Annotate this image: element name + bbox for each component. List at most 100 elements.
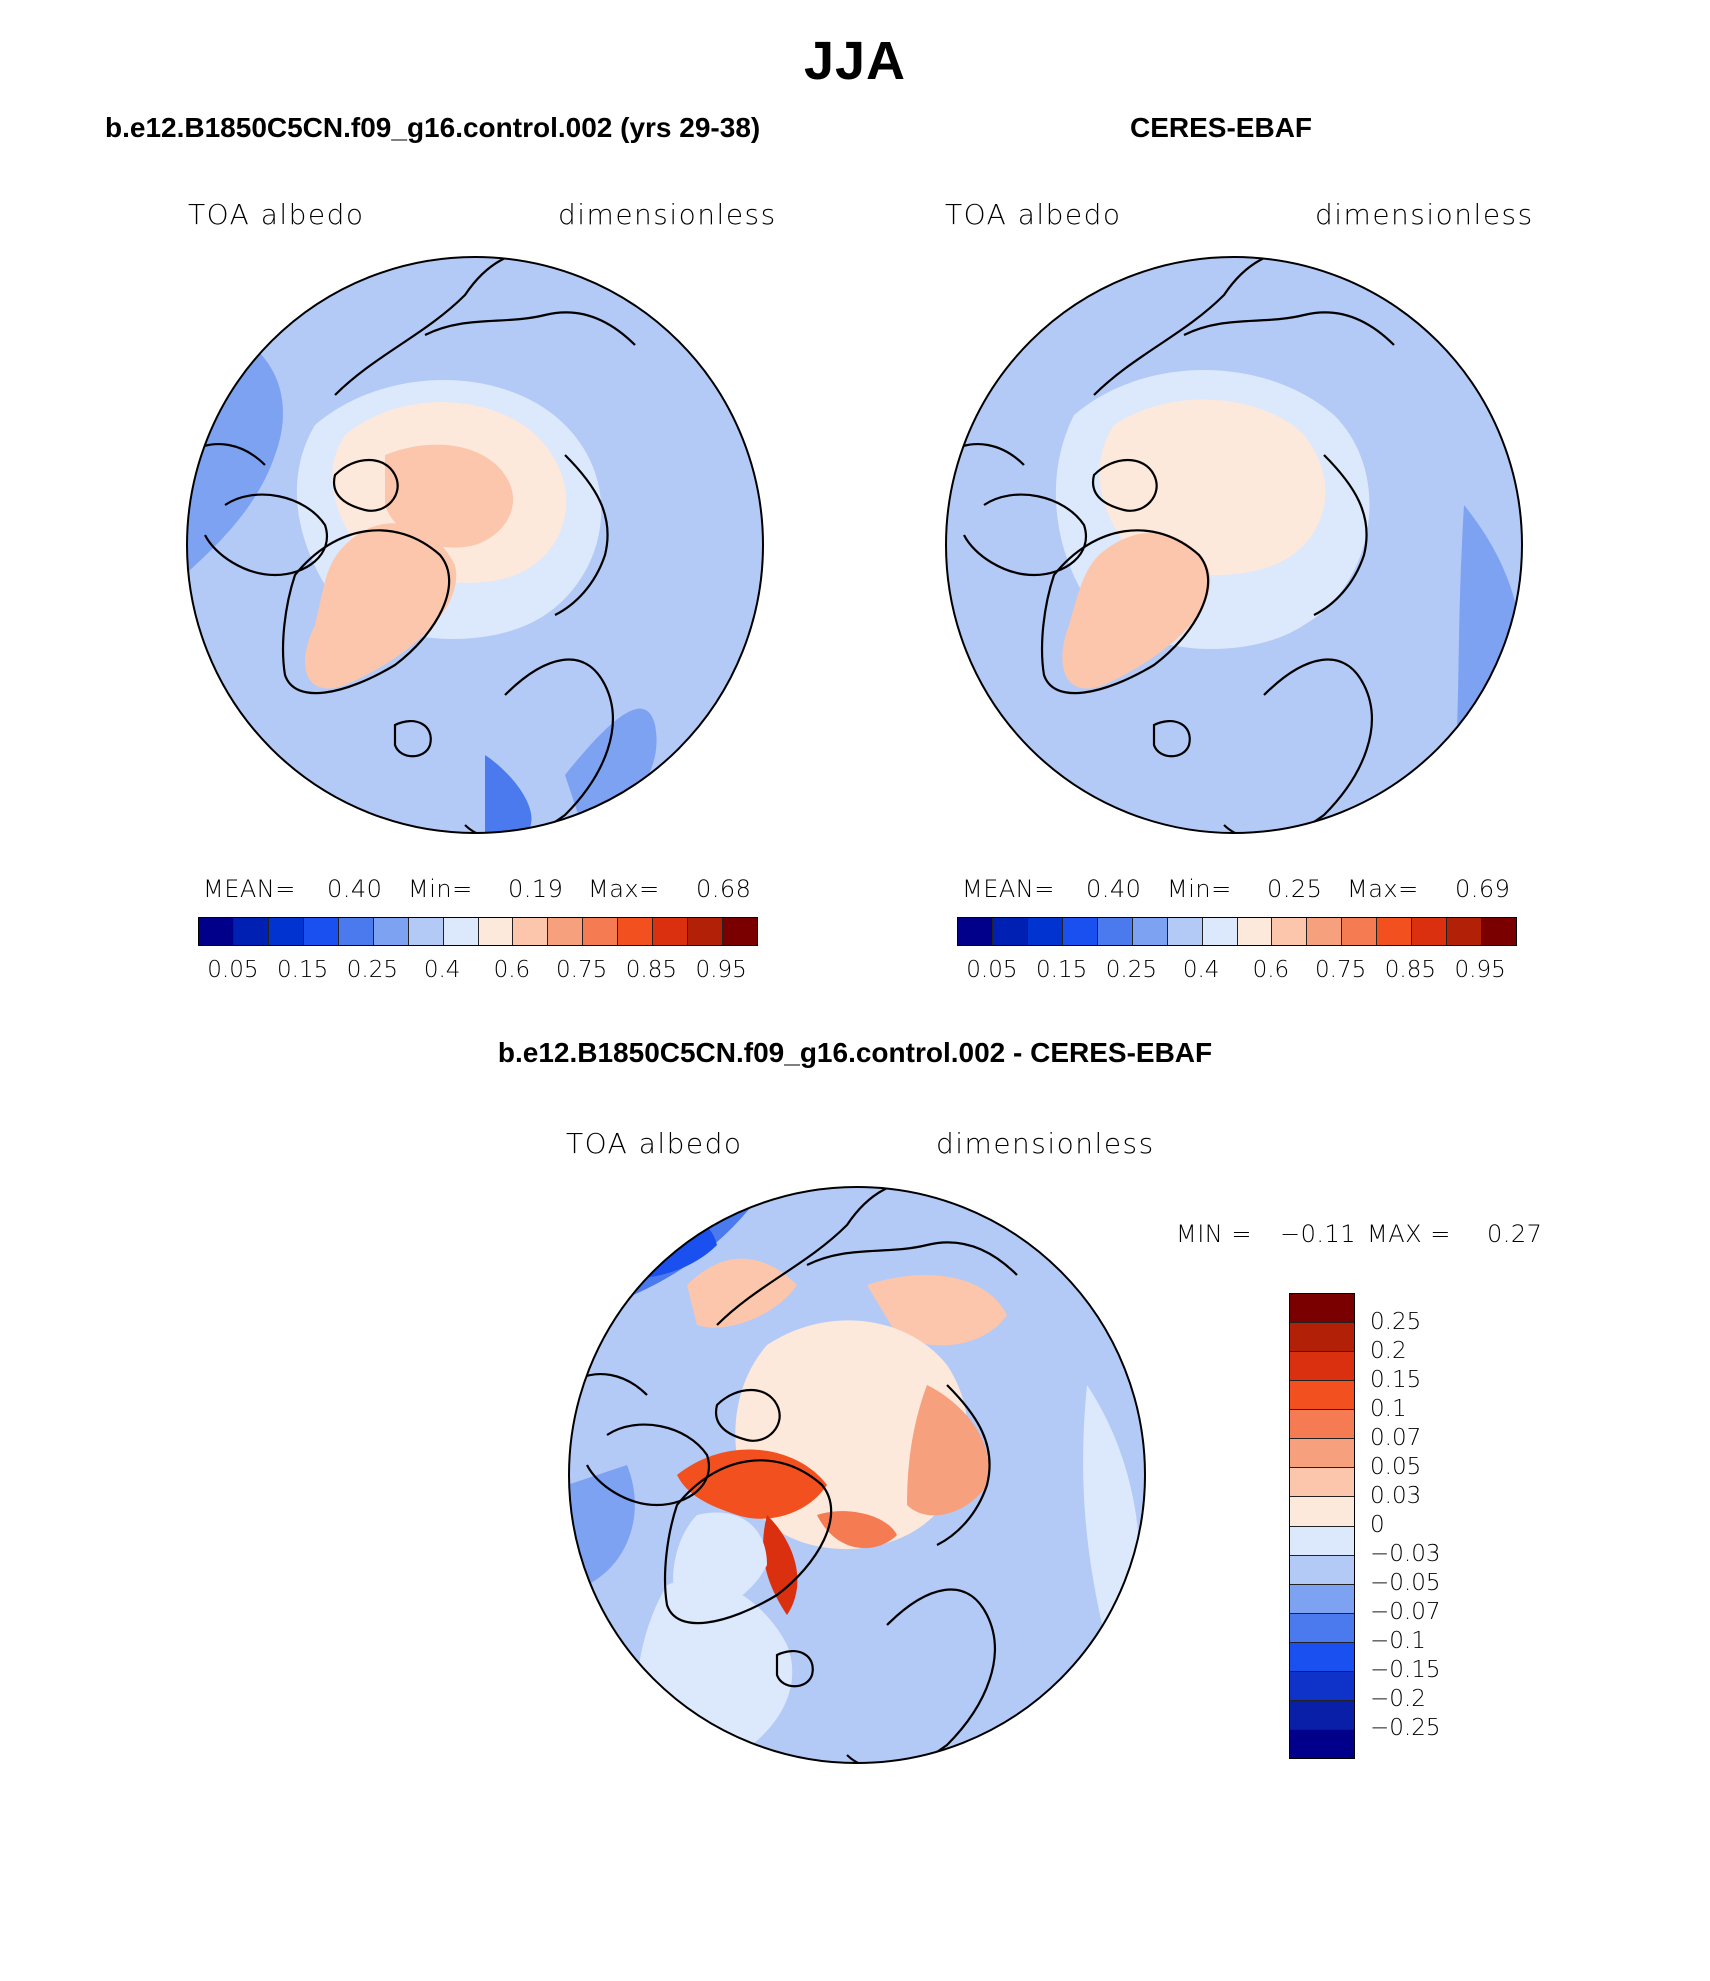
obs-mean-label: MEAN= — [962, 875, 1055, 903]
model-colorbar-swatch — [303, 918, 339, 945]
obs-colorbar-swatch — [1447, 918, 1483, 945]
model-max-value: 0.68 — [696, 875, 752, 903]
obs-max-value: 0.69 — [1455, 875, 1511, 903]
model-colorbar-tick-label: 0.85 — [625, 957, 677, 983]
obs-colorbar-swatch — [1412, 918, 1448, 945]
obs-panel-title: CERES-EBAF — [1130, 112, 1313, 143]
model-colorbar-tick-label: 0.75 — [556, 957, 608, 983]
model-colorbar-tick-label: 0.95 — [695, 957, 747, 983]
obs-mean-value: 0.40 — [1086, 875, 1142, 903]
model-mean-value: 0.40 — [327, 875, 383, 903]
obs-colorbar-swatch — [1377, 918, 1413, 945]
model-panel-title: b.e12.B1850C5CN.f09_g16.control.002 (yrs… — [105, 112, 761, 143]
diff-colorbar-tick-label: −0.05 — [1370, 1570, 1441, 1596]
model-colorbar-tick-label: 0.05 — [207, 957, 259, 983]
obs-colorbar-tick-label: 0.75 — [1315, 957, 1367, 983]
diff-colorbar — [1289, 1293, 1355, 1759]
diff-panel-title: b.e12.B1850C5CN.f09_g16.control.002 - CE… — [497, 1037, 1213, 1068]
model-polar-map — [186, 256, 764, 834]
model-colorbar-swatch — [688, 918, 724, 945]
diff-colorbar-swatch — [1290, 1671, 1354, 1701]
model-colorbar-swatch — [513, 918, 549, 945]
model-colorbar-swatch — [653, 918, 689, 945]
diff-colorbar-swatch — [1290, 1294, 1354, 1324]
diff-colorbar-labels: 0.25 0.2 0.15 0.1 0.07 0.05 0.03 0 −0.03 −0.05 −0.… — [1370, 1293, 1500, 1757]
diff-colorbar-swatch — [1290, 1700, 1354, 1730]
obs-colorbar-tick-label: 0.25 — [1105, 957, 1157, 983]
obs-colorbar-swatch — [1062, 918, 1098, 945]
obs-colorbar-tick-label: 0.95 — [1454, 957, 1506, 983]
obs-colorbar-swatch — [1132, 918, 1168, 945]
diff-colorbar-swatch — [1290, 1584, 1354, 1614]
model-colorbar-tick-label: 0.25 — [346, 957, 398, 983]
model-variable-label: TOA albedo — [188, 198, 365, 231]
diff-colorbar-swatch — [1290, 1381, 1354, 1411]
obs-colorbar-swatch — [958, 918, 993, 945]
model-colorbar-tick-label: 0.4 — [423, 957, 461, 983]
obs-colorbar-swatch — [1167, 918, 1203, 945]
obs-colorbar-tick-label: 0.85 — [1384, 957, 1436, 983]
model-colorbar — [198, 917, 758, 946]
diff-colorbar-tick-label: −0.03 — [1370, 1541, 1441, 1567]
model-colorbar-swatch — [443, 918, 479, 945]
obs-colorbar-swatch — [1342, 918, 1378, 945]
diff-colorbar-swatch — [1290, 1555, 1354, 1585]
diff-variable-label: TOA albedo — [566, 1127, 743, 1160]
model-colorbar-swatch — [723, 918, 757, 945]
model-colorbar-swatch — [233, 918, 269, 945]
obs-colorbar-tick-label: 0.05 — [966, 957, 1018, 983]
diff-colorbar-swatch — [1290, 1410, 1354, 1440]
obs-colorbar-swatch — [1272, 918, 1308, 945]
diff-colorbar-tick-label: 0.1 — [1370, 1396, 1407, 1422]
model-colorbar-swatch — [338, 918, 374, 945]
model-colorbar-swatch — [408, 918, 444, 945]
diff-colorbar-swatch — [1290, 1526, 1354, 1556]
diff-colorbar-tick-label: 0.07 — [1370, 1425, 1422, 1451]
diff-colorbar-tick-label: 0.15 — [1370, 1367, 1422, 1393]
obs-variable-label: TOA albedo — [945, 198, 1122, 231]
model-units-label: dimensionless — [558, 198, 777, 231]
obs-colorbar-swatch — [1097, 918, 1133, 945]
diff-colorbar-swatch — [1290, 1497, 1354, 1527]
obs-colorbar-swatch — [1202, 918, 1238, 945]
obs-min-value: 0.25 — [1267, 875, 1323, 903]
diff-min-label: MIN = — [1176, 1220, 1252, 1248]
obs-colorbar-swatch — [1307, 918, 1343, 945]
diff-max-value: 0.27 — [1487, 1220, 1543, 1248]
obs-colorbar-labels: 0.05 0.15 0.25 0.4 0.6 0.75 0.85 0.95 — [957, 957, 1515, 987]
obs-max-label: Max= — [1347, 875, 1419, 903]
model-colorbar-tick-label: 0.15 — [277, 957, 329, 983]
diff-colorbar-tick-label: 0.05 — [1370, 1454, 1422, 1480]
obs-colorbar-swatch — [1237, 918, 1273, 945]
model-colorbar-swatch — [373, 918, 409, 945]
diff-colorbar-tick-label: 0.25 — [1370, 1309, 1422, 1335]
obs-colorbar-swatch — [992, 918, 1028, 945]
obs-polar-map — [945, 256, 1523, 834]
obs-colorbar-tick-label: 0.6 — [1252, 957, 1290, 983]
diff-colorbar-tick-label: 0.2 — [1370, 1338, 1407, 1364]
model-colorbar-swatch — [268, 918, 304, 945]
diff-colorbar-tick-label: −0.2 — [1370, 1686, 1426, 1712]
diff-colorbar-swatch — [1290, 1323, 1354, 1353]
obs-colorbar — [957, 917, 1517, 946]
model-colorbar-tick-label: 0.6 — [493, 957, 531, 983]
obs-colorbar-tick-label: 0.15 — [1036, 957, 1088, 983]
model-colorbar-swatch — [199, 918, 234, 945]
model-colorbar-labels: 0.05 0.15 0.25 0.4 0.6 0.75 0.85 0.95 — [198, 957, 756, 987]
diff-colorbar-swatch — [1290, 1352, 1354, 1382]
figure-title: JJA — [803, 31, 907, 91]
obs-colorbar-swatch — [1027, 918, 1063, 945]
diff-max-label: MAX = — [1367, 1220, 1451, 1248]
obs-colorbar-swatch — [1482, 918, 1516, 945]
model-colorbar-swatch — [618, 918, 654, 945]
diff-colorbar-tick-label: −0.1 — [1370, 1628, 1426, 1654]
diff-colorbar-tick-label: −0.25 — [1370, 1715, 1441, 1741]
diff-colorbar-swatch — [1290, 1642, 1354, 1672]
model-colorbar-swatch — [548, 918, 584, 945]
obs-units-label: dimensionless — [1315, 198, 1534, 231]
obs-min-label: Min= — [1167, 875, 1232, 903]
diff-colorbar-swatch — [1290, 1729, 1354, 1758]
model-min-value: 0.19 — [508, 875, 564, 903]
diff-colorbar-tick-label: 0 — [1370, 1512, 1385, 1538]
model-min-label: Min= — [408, 875, 473, 903]
